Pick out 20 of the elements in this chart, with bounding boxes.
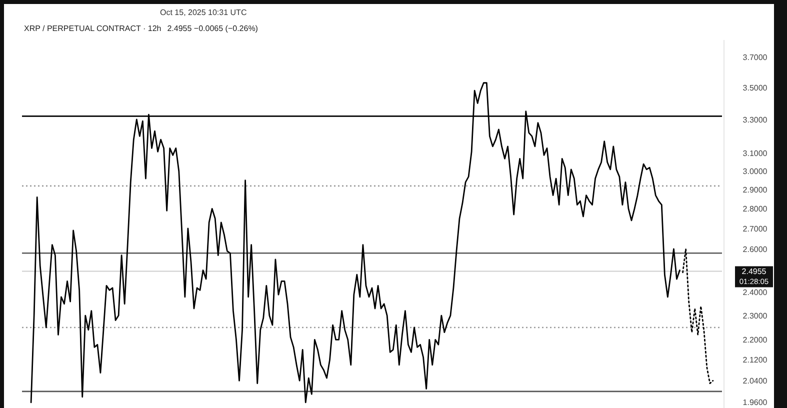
y-tick-label: 2.1200 (742, 356, 768, 365)
line-series (682, 248, 714, 384)
y-tick-label: 3.5000 (742, 83, 768, 92)
chart-subtitle: 2.4955 −0.0065 (−0.26%) (167, 24, 258, 33)
ref-line-label: 2.4955 (742, 267, 767, 276)
y-tick-label: 3.7000 (742, 53, 768, 62)
y-tick-label: 2.2000 (742, 335, 768, 344)
y-tick-label: 2.3000 (742, 311, 768, 320)
y-tick-label: 2.6000 (742, 244, 768, 254)
y-tick-label: 3.1000 (742, 149, 768, 158)
y-tick-label: 2.0400 (742, 376, 768, 386)
y-tick-label: 3.0000 (742, 167, 768, 176)
y-tick-label: 3.3000 (742, 115, 768, 124)
y-tick-label: 2.9000 (742, 185, 768, 194)
y-tick-label: 1.9600 (742, 398, 768, 408)
y-tick-label: 2.7000 (742, 224, 768, 234)
chart-title: XRP / PERPETUAL CONTRACT · 12h (24, 24, 162, 33)
y-tick-label: 2.8000 (742, 204, 768, 214)
y-tick-label: 2.4000 (742, 288, 768, 298)
text: Oct 15, 2025 10:31 UTC (160, 8, 247, 17)
